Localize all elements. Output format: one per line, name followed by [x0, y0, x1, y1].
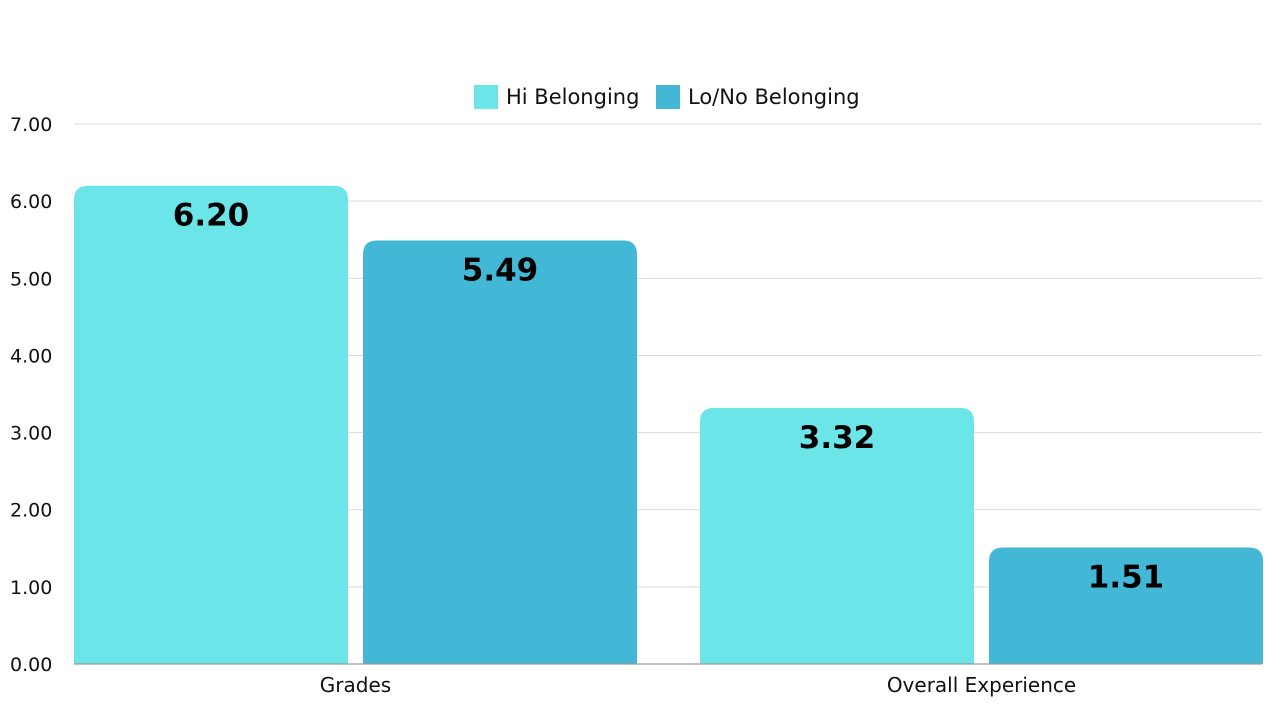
y-tick-label: 3.00 [10, 423, 52, 445]
y-tick-label: 0.00 [10, 654, 52, 676]
y-axis-ticks: 0.00 1.00 2.00 3.00 4.00 5.00 6.00 7.00 [10, 114, 52, 676]
legend-item: Hi Belonging [474, 85, 639, 109]
data-label: 5.49 [462, 252, 539, 288]
data-label: 3.32 [799, 420, 876, 456]
legend: Hi Belonging Lo/No Belonging [474, 85, 860, 109]
y-tick-label: 7.00 [10, 114, 52, 136]
legend-label: Lo/No Belonging [688, 85, 860, 109]
bars [74, 185, 1263, 664]
data-label: 1.51 [1088, 560, 1165, 596]
bar-lo-no-belonging-1 [989, 547, 1263, 664]
x-tick-label: Grades [320, 673, 391, 697]
category-labels: Grades Overall Experience [320, 673, 1076, 697]
legend-item: Lo/No Belonging [656, 85, 860, 109]
legend-swatch [656, 85, 680, 109]
data-label: 6.20 [173, 198, 250, 234]
legend-label: Hi Belonging [506, 85, 639, 109]
y-tick-label: 4.00 [10, 345, 52, 367]
data-labels: 6.20 5.49 3.32 1.51 [173, 198, 1165, 596]
legend-swatch [474, 85, 498, 109]
x-tick-label: Overall Experience [887, 673, 1076, 697]
y-tick-label: 1.00 [10, 577, 52, 599]
bar-hi-belonging-1 [700, 407, 974, 664]
bar-hi-belonging-0 [74, 185, 348, 664]
y-tick-label: 6.00 [10, 191, 52, 213]
y-tick-label: 2.00 [10, 500, 52, 522]
y-tick-label: 5.00 [10, 268, 52, 290]
bar-lo-no-belonging-0 [363, 240, 637, 664]
